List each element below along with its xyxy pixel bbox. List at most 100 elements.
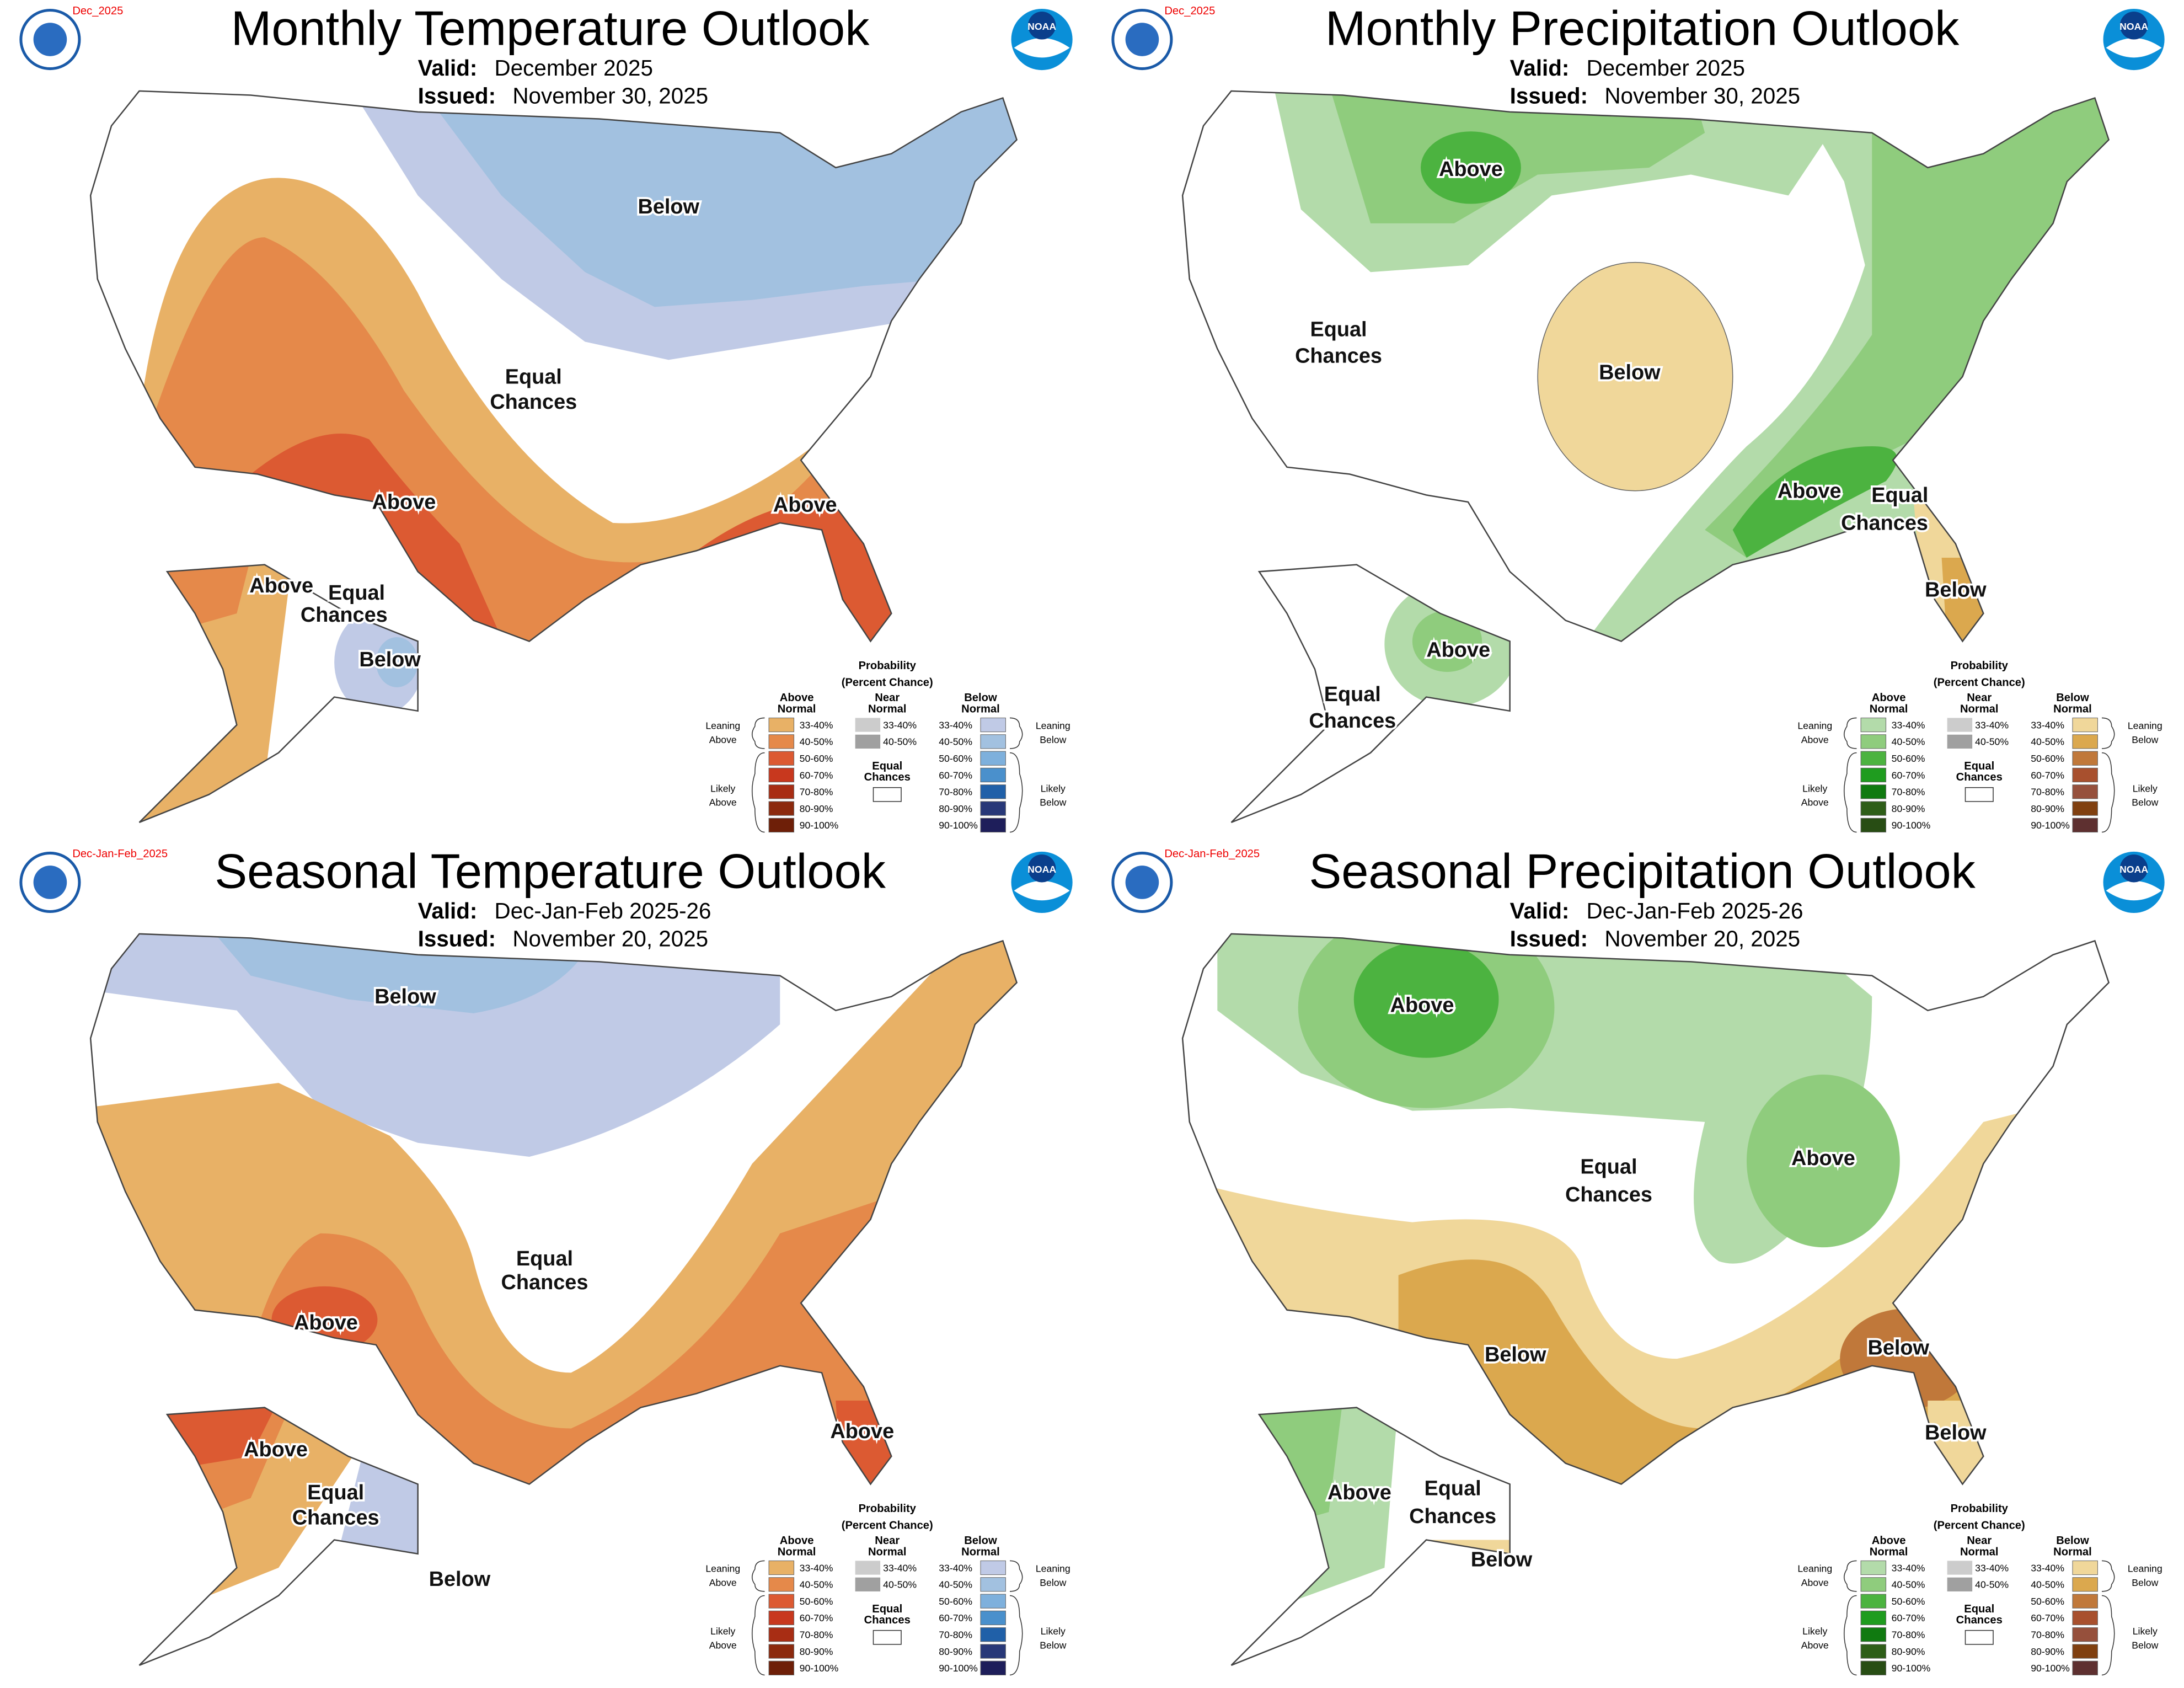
- legend-column-header: Normal: [2053, 1546, 2092, 1558]
- legend-swatch: [768, 1610, 795, 1626]
- map-label: Below: [1925, 579, 1987, 602]
- noaa-logo-top: [1027, 12, 1056, 40]
- legend-range: 70-80%: [800, 787, 833, 798]
- map-labels: Below Equal Chances Above Above Above Eq…: [242, 983, 896, 1593]
- legend-column-header: Near: [1967, 1535, 1992, 1547]
- legend-range: 60-70%: [939, 770, 972, 781]
- legend-title: Probability: [859, 1503, 917, 1515]
- legend-range: 33-40%: [939, 1562, 972, 1573]
- map-label: Equal: [1580, 1155, 1637, 1178]
- issued-value: November 20, 2025: [512, 926, 708, 952]
- map-label: Above: [372, 491, 436, 514]
- valid-label: Valid:: [418, 55, 478, 81]
- legend-swatch: [1860, 801, 1887, 816]
- legend-range: 33-40%: [1975, 1562, 2009, 1573]
- legend-group-label: Likely: [710, 783, 735, 794]
- legend-swatch: [855, 1577, 881, 1591]
- legend-title: Probability: [859, 660, 917, 672]
- legend-group-label: Above: [709, 797, 737, 808]
- legend-subtitle: (Percent Chance): [842, 676, 933, 688]
- map-label: Below: [1485, 1343, 1546, 1366]
- legend-range: 40-50%: [1892, 736, 1925, 747]
- legend-swatch: [980, 1577, 1006, 1592]
- legend-swatch: [1860, 1594, 1887, 1609]
- legend-range: 50-60%: [800, 1596, 833, 1607]
- legend-column-header: Normal: [778, 1546, 816, 1558]
- legend-swatch: [980, 801, 1006, 816]
- legend-range: 50-60%: [939, 753, 972, 764]
- legend-range: 40-50%: [883, 1579, 917, 1590]
- legend-group-label: Below: [2132, 1577, 2158, 1588]
- map-label: Chances: [1565, 1183, 1652, 1206]
- legend-swatch: [980, 1560, 1006, 1575]
- legend-group-label: Above: [709, 1639, 737, 1650]
- legend-swatch: [768, 767, 795, 783]
- legend-range: 40-50%: [939, 1579, 972, 1590]
- legend-range: 80-90%: [800, 1646, 833, 1657]
- legend-swatch: [768, 1660, 795, 1675]
- map-label: Above: [1426, 638, 1490, 661]
- legend-column-header: Below: [964, 1535, 997, 1547]
- legend-group-label: Leaning: [2128, 720, 2162, 731]
- header: Dec_2025 Monthly Temperature OutlookValid…: [19, 1, 1073, 109]
- map-label: Chances: [301, 603, 388, 627]
- legend-column-header: Normal: [961, 703, 1000, 715]
- legend-column-header: Normal: [1870, 1546, 1908, 1558]
- legend-swatch: [2072, 818, 2098, 833]
- legend-range: 80-90%: [939, 803, 972, 814]
- legend-swatch: [980, 784, 1006, 799]
- legend-swatch: [980, 1594, 1006, 1609]
- map-label: Above: [1390, 993, 1454, 1017]
- map-labels: Above Equal Chances Above Below Below Be…: [1325, 992, 1989, 1574]
- legend-swatch: [855, 1561, 881, 1575]
- legend-swatch: [2072, 751, 2098, 766]
- header: Dec-Jan-Feb_2025 Seasonal Temperature Out…: [19, 844, 1073, 952]
- legend-range: 90-100%: [800, 820, 839, 831]
- legend-swatch: [2072, 1594, 2098, 1609]
- noaa-logo-top: [2119, 12, 2148, 40]
- legend-swatch: [1860, 734, 1887, 749]
- legend-swatch: [1964, 1630, 1994, 1645]
- legend-group-label: Likely: [2133, 1626, 2158, 1637]
- noaa-logo-top: [1027, 854, 1056, 883]
- legend-swatch: [980, 1610, 1006, 1626]
- map-label: Below: [1471, 1548, 1533, 1571]
- legend-column-header: Above: [780, 1535, 814, 1547]
- commerce-seal-inner: [33, 866, 67, 899]
- map-label: Equal: [516, 1247, 573, 1270]
- legend-range: 33-40%: [2031, 1562, 2064, 1573]
- legend-range: 33-40%: [883, 1562, 917, 1573]
- title: Monthly Precipitation Outlook: [1325, 1, 1960, 56]
- legend-range: 80-90%: [1892, 803, 1925, 814]
- map-label: Above: [294, 1311, 358, 1334]
- map-label: Below: [1599, 361, 1661, 384]
- map-label: Equal: [1324, 683, 1381, 706]
- map-label: Chances: [1841, 511, 1928, 535]
- legend-swatch: [1860, 784, 1887, 799]
- legend-group-label: Above: [1801, 1639, 1829, 1650]
- valid-label: Valid:: [1510, 898, 1570, 923]
- period-tag: Dec-Jan-Feb_2025: [72, 848, 168, 860]
- map-label: Above: [1791, 1147, 1855, 1170]
- legend-range: 70-80%: [2031, 1630, 2064, 1641]
- issued-value: November 20, 2025: [1604, 926, 1800, 952]
- map-label: Chances: [501, 1271, 588, 1294]
- legend-swatch: [1860, 1560, 1887, 1575]
- legend-range: 90-100%: [2031, 820, 2070, 831]
- legend-brace: [752, 717, 765, 833]
- issued-label: Issued:: [418, 83, 496, 109]
- map-label: Equal: [1425, 1477, 1481, 1500]
- valid-label: Valid:: [1510, 55, 1570, 81]
- legend-group-label: Leaning: [705, 720, 740, 731]
- legend-brace: [2101, 1560, 2115, 1676]
- map-label: Equal: [307, 1481, 364, 1504]
- legend-range: 40-50%: [1892, 1579, 1925, 1590]
- legend-range: 50-60%: [1892, 753, 1925, 764]
- legend-column-header: Normal: [961, 1546, 1000, 1558]
- legend-group-label: Leaning: [2128, 1563, 2162, 1574]
- legend-swatch: [1947, 1577, 1973, 1591]
- legend-range: 80-90%: [1892, 1646, 1925, 1657]
- legend-range: 33-40%: [1892, 1562, 1925, 1573]
- legend-swatch: [1860, 1660, 1887, 1675]
- map-label: Chances: [490, 391, 577, 414]
